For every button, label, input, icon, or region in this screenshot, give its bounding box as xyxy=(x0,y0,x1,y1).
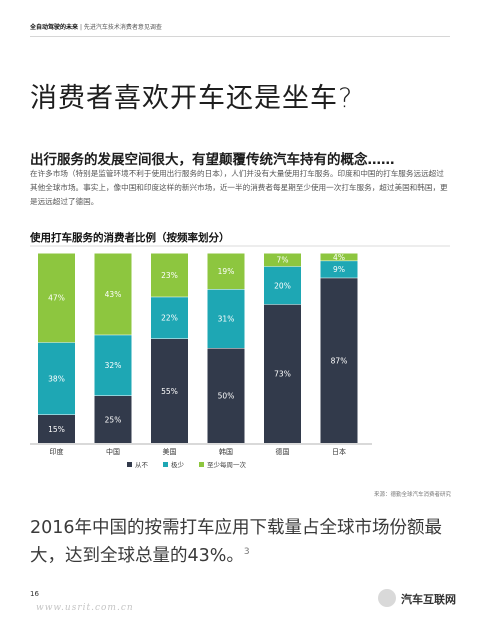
bar-segment xyxy=(151,253,188,297)
category-label: 韩国 xyxy=(219,447,233,456)
data-label: 47% xyxy=(48,294,65,303)
watermark-brand: 汽车互联网 xyxy=(401,593,456,606)
bar-segment xyxy=(264,266,301,305)
bar-segment xyxy=(207,348,245,443)
data-label: 19% xyxy=(218,267,235,276)
footer-ref: 3 xyxy=(243,547,250,557)
source-note: 来源：德勤全球汽车消费者研究 xyxy=(374,492,452,498)
data-label: 20% xyxy=(274,281,291,290)
header-divider xyxy=(30,36,450,37)
bar-segment xyxy=(94,395,132,443)
bar-segment xyxy=(38,414,75,443)
data-label: 31% xyxy=(218,315,235,324)
page-number: 16 xyxy=(30,590,39,598)
bar-segment xyxy=(320,260,358,278)
data-label: 9% xyxy=(333,265,345,274)
bar-segment xyxy=(38,342,75,415)
intro-paragraph: 在许多市场（特别是监管环境不利于使用出行服务的日本），人们并没有大量使用打车服务… xyxy=(30,169,448,206)
category-label: 日本 xyxy=(332,447,346,456)
bar-segment xyxy=(94,334,132,396)
footer-text: 2016年中国的按需打车应用下载量占全球市场份额最大，达到全球总量的43%。 xyxy=(30,518,443,566)
stacked-bar-chart: 15% 38% 47% 25% 32% 43% 55% 22% 23% 50% 31% 19% 73% 2… xyxy=(30,245,450,469)
data-label: 4% xyxy=(333,253,345,262)
data-label: 22% xyxy=(161,314,178,323)
legend-label: 从不 xyxy=(135,461,149,469)
page-title: 消费者喜欢开车还是坐车? xyxy=(30,83,354,114)
legend-label: 至少每周一次 xyxy=(207,460,247,469)
legend-swatch xyxy=(127,462,132,467)
subheading: 出行服务的发展空间很大，有望颠覆传统汽车持有的概念…… xyxy=(30,152,395,168)
data-label: 38% xyxy=(48,374,65,383)
watermark-logo: 汽车互联网 xyxy=(378,588,468,610)
data-label: 73% xyxy=(274,370,291,379)
bar-segment xyxy=(207,253,245,290)
wechat-icon xyxy=(378,589,396,607)
bar-segment xyxy=(264,304,301,443)
chart-title: 使用打车服务的消费者比例（按频率划分） xyxy=(30,232,230,244)
bar-segment xyxy=(320,253,358,261)
data-label: 50% xyxy=(218,392,235,401)
data-label: 87% xyxy=(331,356,348,365)
bar-segment xyxy=(264,253,301,267)
bar-segment xyxy=(151,296,188,339)
data-label: 23% xyxy=(161,271,178,280)
running-header: 全自动驾驶的未来 | 先进汽车技术消费者意见调查 xyxy=(30,22,162,31)
watermark-url: www.usrit.com.cn xyxy=(36,603,134,613)
bar-segment xyxy=(38,253,75,343)
category-label: 美国 xyxy=(163,447,177,456)
bar-segment xyxy=(94,253,132,335)
category-label: 德国 xyxy=(276,447,290,456)
data-label: 7% xyxy=(277,256,289,265)
legend-swatch xyxy=(163,462,168,467)
legend-swatch xyxy=(199,462,204,467)
bar-segment xyxy=(320,277,358,443)
header-left: 全自动驾驶的未来 xyxy=(30,24,79,31)
category-label: 中国 xyxy=(106,447,120,456)
bar-segment xyxy=(151,338,188,443)
data-label: 43% xyxy=(105,290,122,299)
header-right: | 先进汽车技术消费者意见调查 xyxy=(79,24,162,31)
data-label: 15% xyxy=(48,425,65,434)
bar-segment xyxy=(207,289,245,348)
data-label: 25% xyxy=(105,415,122,424)
data-label: 32% xyxy=(105,361,122,370)
data-label: 55% xyxy=(161,387,178,396)
legend-label: 极少 xyxy=(171,460,185,469)
category-label: 印度 xyxy=(50,447,64,456)
footer-callout: 2016年中国的按需打车应用下载量占全球市场份额最大，达到全球总量的43%。3 xyxy=(30,516,460,568)
